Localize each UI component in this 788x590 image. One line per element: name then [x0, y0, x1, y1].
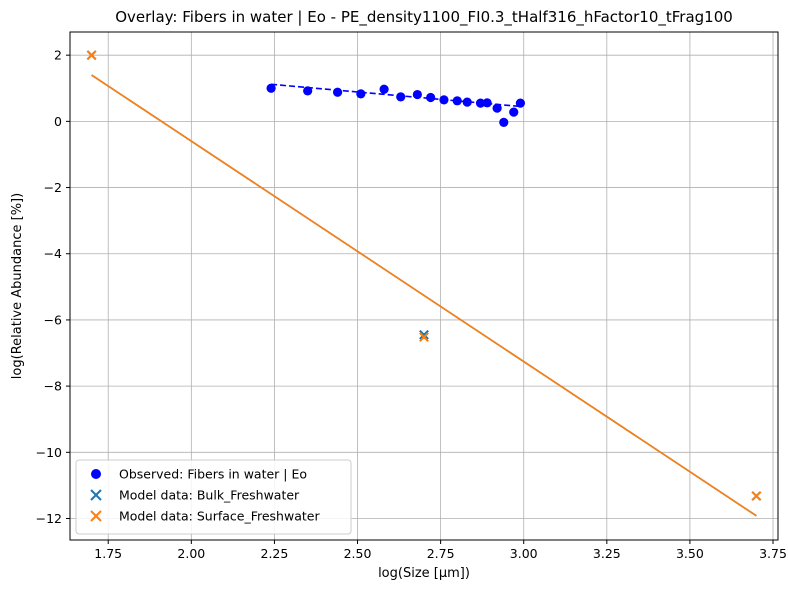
- legend-marker-observed: [91, 469, 101, 479]
- x-tick-label: 3.25: [593, 546, 621, 561]
- observed-point: [509, 107, 519, 117]
- x-tick-label: 1.75: [94, 546, 122, 561]
- observed-point: [412, 89, 422, 100]
- y-axis-ticks: −12 −10 −8 −6 −4 −2 0 2: [36, 48, 70, 526]
- legend-label-bulk-freshwater: Model data: Bulk_Freshwater: [119, 488, 300, 503]
- y-tick-label: 0: [54, 114, 62, 129]
- x-axis-ticks: 1.75 2.00 2.25 2.50 2.75 3.00 3.25 3.50 3.75: [94, 540, 787, 561]
- model-point: [751, 491, 762, 501]
- y-tick-label: −12: [36, 511, 62, 526]
- observed-point: [492, 103, 502, 113]
- x-tick-label: 2.00: [177, 546, 205, 561]
- observed-point: [452, 96, 462, 106]
- observed-point: [332, 87, 343, 97]
- y-axis-label: log(Relative Abundance [%]): [10, 193, 25, 379]
- y-tick-label: −4: [44, 246, 62, 261]
- y-tick-label: −8: [44, 379, 62, 394]
- x-axis-label: log(Size [μm]): [378, 566, 470, 581]
- legend-box: [75, 459, 352, 535]
- x-tick-label: 3.50: [676, 546, 704, 561]
- y-tick-label: −6: [44, 312, 62, 327]
- observed-point: [356, 89, 366, 99]
- fit-line: [91, 74, 757, 517]
- observed-point: [475, 98, 486, 108]
- observed-point: [266, 83, 276, 93]
- plot-frame: [69, 31, 779, 541]
- chart-title: Overlay: Fibers in water | Eo - PE_densi…: [115, 8, 733, 27]
- legend: Observed: Fibers in water | Eo Model dat…: [75, 459, 352, 535]
- model-point: [419, 329, 429, 340]
- y-tick-label: 2: [54, 48, 62, 63]
- legend-marker-surface-freshwater: [90, 510, 102, 522]
- observed-point: [396, 92, 406, 102]
- observed-point: [303, 86, 313, 96]
- observed-point: [515, 98, 525, 108]
- observed-point: [462, 97, 472, 107]
- x-tick-label: 2.50: [344, 546, 372, 561]
- observed-point: [426, 92, 436, 103]
- model-point: [419, 332, 429, 343]
- x-tick-label: 3.75: [759, 546, 787, 561]
- x-tick-label: 2.25: [261, 546, 289, 561]
- observed-point: [379, 84, 389, 94]
- x-tick-label: 2.75: [427, 546, 455, 561]
- model-point: [86, 50, 97, 61]
- x-tick-label: 3.00: [510, 546, 538, 561]
- y-tick-label: −2: [44, 180, 62, 195]
- legend-label-observed: Observed: Fibers in water | Eo: [119, 467, 307, 482]
- observed-point: [439, 95, 449, 105]
- legend-label-surface-freshwater: Model data: Surface_Freshwater: [119, 509, 320, 524]
- y-tick-label: −10: [36, 445, 62, 460]
- data-points: [86, 50, 762, 501]
- observed-point: [482, 98, 492, 108]
- observed-point: [499, 117, 509, 127]
- legend-marker-bulk-freshwater: [90, 489, 102, 501]
